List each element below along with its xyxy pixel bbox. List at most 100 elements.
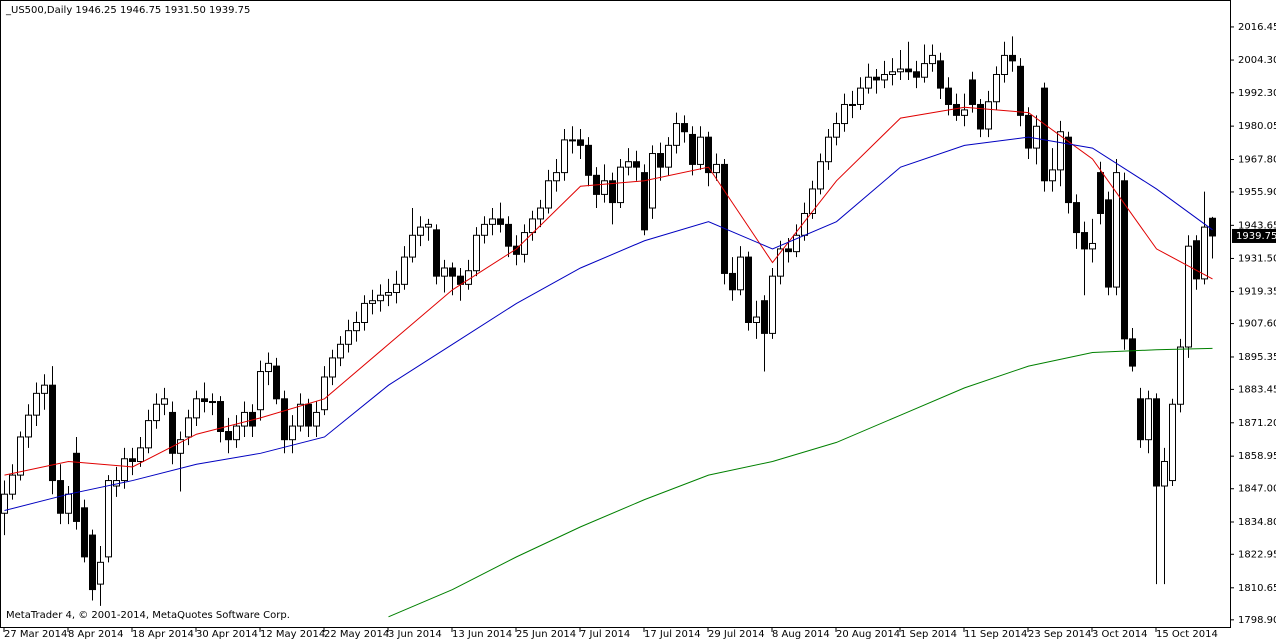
candle-body xyxy=(849,103,856,106)
candle-body xyxy=(353,321,360,332)
candle-body xyxy=(1161,460,1168,487)
candle-body xyxy=(73,452,80,522)
candle-body xyxy=(481,223,488,236)
candle-body xyxy=(1177,346,1184,405)
candle-body xyxy=(1113,172,1120,288)
candle-body xyxy=(17,436,24,476)
candle-body xyxy=(577,139,584,146)
candle-body xyxy=(1145,398,1152,441)
candle-body xyxy=(473,234,480,272)
candle-body xyxy=(825,136,832,163)
x-tick-label: 3 Jun 2014 xyxy=(388,629,442,640)
x-tick-label: 18 Apr 2014 xyxy=(132,629,194,640)
candle-body xyxy=(977,103,984,130)
candle-body xyxy=(377,294,384,302)
candle-body xyxy=(873,76,880,81)
plot-frame xyxy=(0,0,1231,628)
moving-average xyxy=(4,136,1213,512)
x-tick-label: 8 Aug 2014 xyxy=(772,629,830,640)
candle-body xyxy=(105,480,112,558)
candle-body xyxy=(265,362,272,373)
x-tick-label: 3 Oct 2014 xyxy=(1092,629,1147,640)
candle-body xyxy=(969,79,976,105)
candle-body xyxy=(281,398,288,441)
candle-body xyxy=(49,384,56,482)
candle-body xyxy=(1089,242,1096,250)
candle-body xyxy=(601,180,608,195)
candle-body xyxy=(209,401,216,404)
candle-body xyxy=(985,101,992,130)
candle-body xyxy=(289,425,296,441)
candle-body xyxy=(321,376,328,411)
candle-body xyxy=(569,139,576,142)
price-tag xyxy=(1232,228,1276,243)
candle-body xyxy=(1065,136,1072,204)
candle-body xyxy=(681,123,688,133)
candle-body xyxy=(721,163,728,274)
candle-body xyxy=(1049,169,1056,182)
candle-body xyxy=(417,226,424,236)
y-tick-label: 2016.45 xyxy=(1238,22,1276,33)
candle-body xyxy=(409,234,416,258)
y-tick-label: 1871.20 xyxy=(1238,418,1276,429)
y-tick-label: 1895.35 xyxy=(1238,352,1276,363)
candle-body xyxy=(777,248,784,277)
candle-body xyxy=(905,68,912,73)
candle-body xyxy=(745,256,752,323)
candle-body xyxy=(89,534,96,591)
y-tick-label: 1967.80 xyxy=(1238,155,1276,166)
candle-body xyxy=(1169,403,1176,482)
y-tick-label: 1980.05 xyxy=(1238,121,1276,132)
candle-body xyxy=(1057,131,1064,171)
candle-body xyxy=(1105,199,1112,288)
y-tick-label: 1834.80 xyxy=(1238,517,1276,528)
candle-body xyxy=(1081,232,1088,250)
candle-body xyxy=(153,403,160,422)
y-tick-label: 1822.95 xyxy=(1238,549,1276,560)
candle-body xyxy=(945,87,952,105)
candle-body xyxy=(41,384,48,394)
candle-body xyxy=(841,103,848,125)
candle-body xyxy=(561,139,568,174)
candle-body xyxy=(649,153,656,209)
candle-body xyxy=(257,371,264,411)
candle-body xyxy=(185,417,192,438)
x-tick-label: 7 Jul 2014 xyxy=(580,629,630,640)
x-tick-label: 22 May 2014 xyxy=(324,629,389,640)
candle-body xyxy=(1041,87,1048,182)
y-tick-label: 1919.35 xyxy=(1238,287,1276,298)
candle-body xyxy=(769,275,776,334)
x-tick-label: 23 Sep 2014 xyxy=(1028,629,1091,640)
candle-body xyxy=(233,425,240,441)
candle-body xyxy=(441,267,448,277)
candle-body xyxy=(337,343,344,359)
candle-body xyxy=(913,71,920,78)
candle-body xyxy=(737,256,744,291)
candle-body xyxy=(1017,65,1024,116)
candle-body xyxy=(1137,398,1144,441)
candle-body xyxy=(993,73,1000,103)
candle-body xyxy=(1193,240,1200,280)
candle-body xyxy=(1153,398,1160,487)
candle-body xyxy=(961,109,968,116)
y-tick-label: 1943.65 xyxy=(1238,220,1276,231)
candle-body xyxy=(1185,245,1192,348)
x-tick-label: 17 Jul 2014 xyxy=(644,629,701,640)
y-tick-label: 1955.90 xyxy=(1238,187,1276,198)
x-tick-label: 12 May 2014 xyxy=(260,629,325,640)
candle-body xyxy=(1,493,8,514)
candle-body xyxy=(889,71,896,75)
candle-body xyxy=(329,357,336,378)
candle-body xyxy=(313,411,320,427)
candle-body xyxy=(161,398,168,405)
y-tick-label: 1883.45 xyxy=(1238,384,1276,395)
candle-body xyxy=(121,458,128,482)
candle-body xyxy=(129,458,136,462)
candle-body xyxy=(449,267,456,277)
candle-body xyxy=(65,493,72,514)
footer: MetaTrader 4, © 2001-2014, MetaQuotes So… xyxy=(6,610,290,621)
y-tick-label: 1798.90 xyxy=(1238,615,1276,626)
candle-body xyxy=(361,302,368,323)
x-tick-label: 29 Jul 2014 xyxy=(708,629,765,640)
candle-body xyxy=(505,223,512,247)
